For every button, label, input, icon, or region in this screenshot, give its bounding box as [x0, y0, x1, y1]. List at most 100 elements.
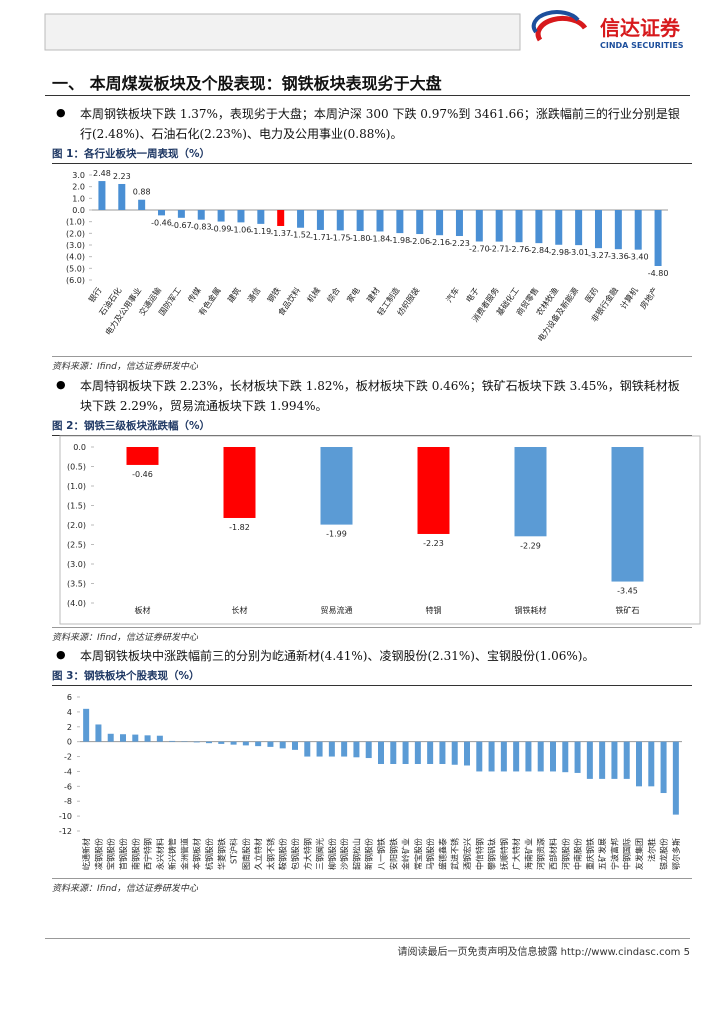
bar: [156, 735, 163, 742]
bar: [316, 741, 323, 757]
x-tick-label: 西宁特钢: [143, 838, 153, 870]
data-label: -2.29: [520, 541, 541, 550]
bar: [304, 741, 311, 757]
data-label: -2.16: [429, 238, 450, 247]
rule: [45, 938, 690, 939]
y-tick-label: 0: [67, 738, 72, 747]
x-tick-label: 韶钢松山: [351, 838, 361, 870]
bar: [316, 210, 324, 230]
x-tick-label: 金洲管道: [179, 838, 189, 870]
y-tick-label: -4: [64, 767, 72, 776]
bar: [365, 741, 372, 759]
bar: [223, 447, 256, 518]
data-label: 2.48: [93, 169, 111, 178]
bar: [169, 740, 176, 742]
bar: [107, 733, 114, 742]
y-tick-label: (1.0): [67, 482, 86, 491]
y-tick-label: (3.0): [67, 560, 86, 569]
y-tick-label: (2.5): [67, 541, 86, 550]
bullet: 本周钢铁板块下跌 1.37%，表现劣于大盘；本周沪深 300 下跌 0.97%到…: [80, 107, 680, 141]
y-tick-label: (2.0): [66, 229, 85, 238]
x-tick-label: 板材: [135, 605, 151, 615]
source: 资料来源：Ifind，信达证券研发中心: [52, 878, 692, 894]
bar: [390, 741, 397, 764]
x-tick-label: 凌钢股份: [93, 838, 103, 870]
x-tick-label: 沙钢股份: [339, 838, 349, 870]
bar: [237, 210, 245, 223]
x-tick-label: 房地产: [638, 285, 660, 310]
bullet-dot: ●: [56, 378, 66, 391]
x-tick-label: 图南股份: [241, 838, 251, 870]
bar: [654, 210, 662, 266]
bar: [197, 210, 205, 220]
bar: [336, 210, 344, 231]
data-label: -2.84: [529, 246, 550, 255]
bullet-dot: ●: [56, 648, 66, 661]
x-tick-label: 铁矿石: [616, 605, 640, 615]
bar: [158, 210, 166, 216]
data-label: -0.46: [151, 218, 172, 227]
x-tick-label: 建筑: [225, 285, 242, 304]
data-label: 2.23: [113, 172, 131, 181]
x-tick-label: 永兴材料: [155, 838, 165, 870]
x-tick-label: 酒钢宏兴: [462, 838, 472, 870]
y-tick-label: -2: [64, 753, 72, 762]
chart-frame: [59, 435, 701, 625]
bar: [594, 210, 602, 249]
bar: [417, 447, 450, 534]
bar: [439, 741, 446, 764]
y-tick-label: (1.0): [66, 218, 85, 227]
data-label: -4.80: [648, 269, 669, 278]
source: 资料来源：Ifind，信达证券研发中心: [52, 356, 692, 372]
bar: [672, 741, 679, 815]
x-tick-label: 家电: [344, 285, 361, 304]
y-tick-label: 6: [67, 693, 72, 702]
data-label: -3.27: [588, 251, 609, 260]
chart: 3.0 2.0 1.0 0.0 (1.0) (2.0) (3.0) (4.0) (5.0) (6.…: [66, 169, 669, 344]
x-tick-label: 金岭矿业: [401, 838, 411, 870]
bar: [257, 210, 265, 224]
bar: [277, 210, 285, 226]
y-tick-label: (2.0): [67, 521, 86, 530]
x-tick-label: 钢铁耗材: [515, 605, 547, 615]
y-tick-label: 0.0: [72, 206, 85, 215]
x-tick-label: 新兴铸管: [167, 838, 177, 870]
bar: [525, 741, 532, 772]
data-label: -1.19: [250, 227, 271, 236]
bar: [575, 210, 583, 246]
data-label: -2.98: [548, 248, 569, 257]
x-tick-label: 通信: [245, 285, 262, 304]
x-tick-label: 海南矿业: [523, 838, 533, 870]
x-tick-label: 建材: [364, 285, 381, 304]
bar: [451, 741, 458, 765]
x-tick-label: 法尔胜: [646, 838, 656, 862]
data-label: -1.82: [229, 523, 250, 532]
figure-title: 图 3：钢铁板块个股表现（%）: [52, 668, 692, 686]
bar: [500, 741, 507, 772]
x-tick-label: 医药: [583, 285, 600, 304]
bar: [537, 741, 544, 772]
x-tick-label: 本钢板材: [192, 838, 202, 870]
bar: [353, 741, 360, 758]
data-label: -1.06: [231, 225, 252, 234]
bar: [636, 741, 642, 787]
bar: [414, 741, 421, 764]
bar: [402, 741, 409, 764]
header-band: [44, 13, 521, 51]
data-label: -0.83: [191, 223, 212, 232]
y-tick-label: -10: [59, 812, 72, 821]
x-tick-label: 屹通新材: [81, 838, 91, 870]
bar: [475, 210, 483, 242]
footer-text: 请阅读最后一页免责声明及信息披露 http://www.cindasc.com: [397, 947, 681, 958]
data-label: -1.80: [350, 234, 371, 243]
data-label: -1.75: [330, 233, 351, 242]
data-label: -1.98: [390, 236, 411, 245]
logo-swirl: [531, 10, 580, 34]
bar: [255, 741, 262, 747]
x-tick-label: 新钢股份: [364, 838, 374, 870]
y-tick-label: 0.0: [73, 443, 86, 452]
y-tick-label: 2: [67, 723, 72, 732]
x-tick-label: 宝钢股份: [106, 838, 116, 870]
y-tick-label: (0.5): [67, 463, 86, 472]
data-label: -3.01: [568, 248, 589, 257]
